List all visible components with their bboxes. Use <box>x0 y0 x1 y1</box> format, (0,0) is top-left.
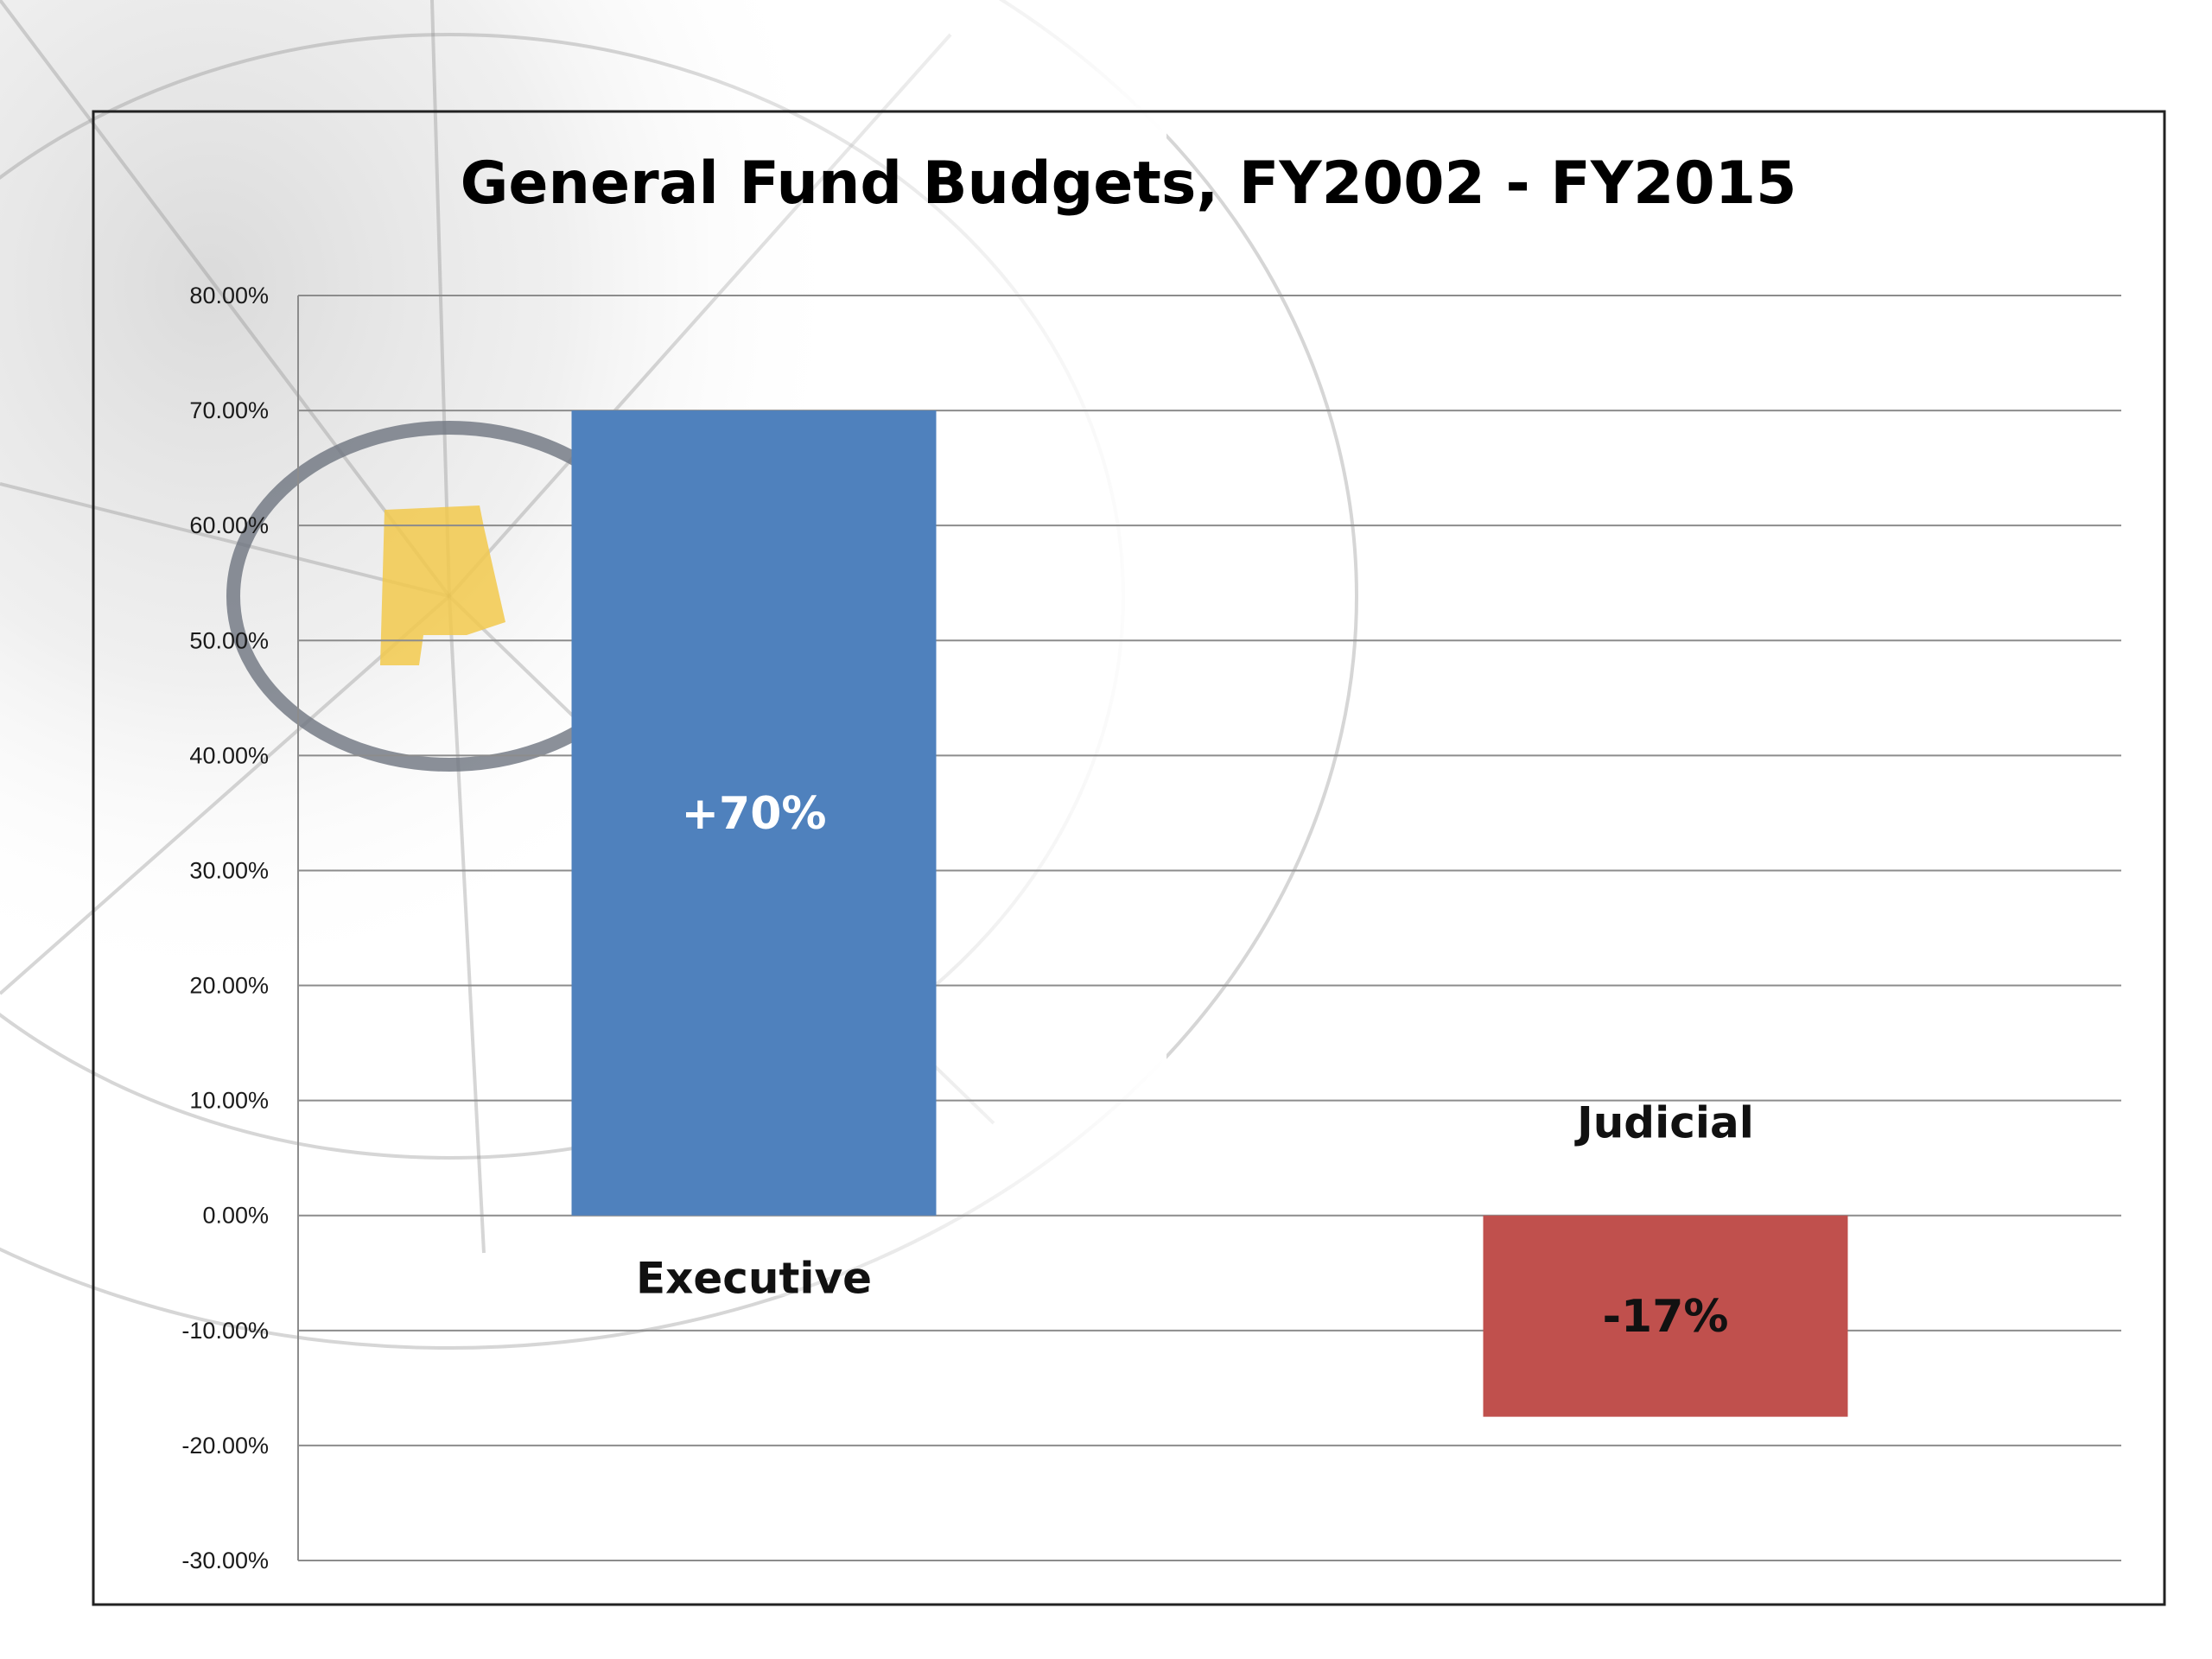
y-tick-label: -10.00% <box>181 1318 269 1344</box>
y-tick-label: 40.00% <box>189 742 269 768</box>
category-label: Executive <box>636 1254 872 1304</box>
y-tick-label: 20.00% <box>189 973 269 999</box>
data-label: +70% <box>681 788 826 840</box>
y-axis-tick-labels: 80.00% 70.00% 60.00% 50.00% 40.00% 30.00% 20.0… <box>181 283 269 1573</box>
y-tick-label: -20.00% <box>181 1433 269 1459</box>
category-label: Judicial <box>1574 1098 1754 1148</box>
y-tick-label: 60.00% <box>189 512 269 538</box>
y-tick-label: -30.00% <box>181 1548 269 1573</box>
bar-labels: +70% Executive -17% Judicial <box>636 788 1754 1343</box>
y-tick-label: 50.00% <box>189 627 269 653</box>
chart-frame <box>92 110 2166 1606</box>
y-tick-label: 80.00% <box>189 283 269 308</box>
y-tick-label: 70.00% <box>189 397 269 423</box>
bar-executive <box>571 410 937 1216</box>
bar-judicial <box>1483 1215 1848 1417</box>
data-label: -17% <box>1602 1291 1728 1343</box>
y-tick-label: 0.00% <box>202 1203 269 1229</box>
y-tick-label: 30.00% <box>189 857 269 883</box>
chart-title: General Fund Budgets, FY2002 - FY2015 <box>461 149 1797 218</box>
y-tick-label: 10.00% <box>189 1088 269 1114</box>
bars <box>571 410 1848 1417</box>
